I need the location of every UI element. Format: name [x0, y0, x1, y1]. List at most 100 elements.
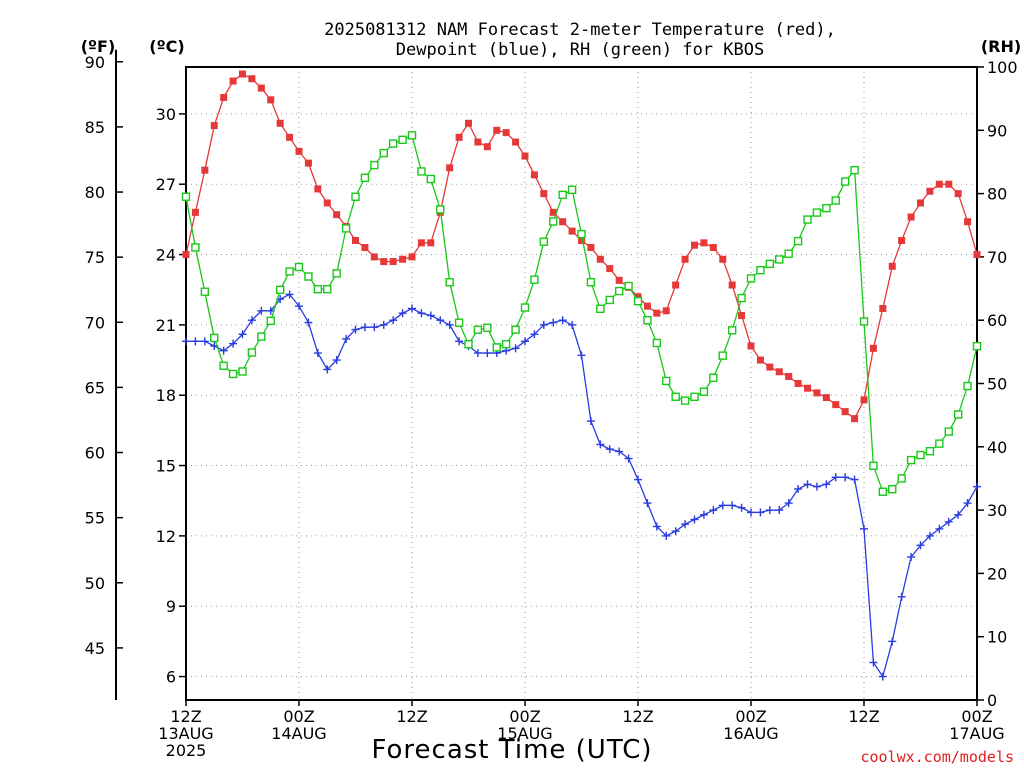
x-tick-label: 00Z — [509, 707, 540, 726]
rh-point — [793, 236, 803, 246]
fahrenheit-tick-label: 85 — [85, 118, 105, 137]
rh-point — [360, 173, 370, 182]
temperature-point — [201, 166, 209, 174]
dewpoint-point — [530, 330, 539, 339]
temperature-point — [455, 133, 463, 141]
dewpoint-point — [747, 508, 755, 517]
x-tick-label: 12Z — [396, 707, 427, 726]
rh-point — [859, 317, 869, 326]
fahrenheit-tick-label: 50 — [85, 574, 105, 593]
dewpoint-point — [436, 316, 445, 325]
rh-point — [953, 410, 963, 419]
rh-point — [436, 205, 445, 214]
dewpoint-point — [389, 316, 398, 325]
rh-point — [765, 259, 775, 269]
temperature-point — [578, 236, 585, 244]
dewpoint-point — [191, 337, 200, 346]
fahrenheit-axis-label: (ºF) — [81, 37, 116, 56]
dewpoint-point — [605, 445, 614, 454]
temperature-point — [257, 84, 265, 92]
temperature-point — [370, 253, 378, 261]
rh-point — [803, 215, 812, 224]
dewpoint-point — [907, 552, 916, 561]
rh-point — [775, 255, 784, 264]
rh-point — [888, 485, 897, 494]
dewpoint-point — [624, 454, 633, 463]
axes: 6 9 12 15 18 21 24 27 30 45 50 55 60 65 70 75 80 85 90 0 10 2… — [85, 49, 1018, 760]
grid — [186, 67, 977, 700]
fahrenheit-tick-label: 70 — [85, 313, 105, 332]
rh-point — [662, 376, 671, 386]
x-tick-label: 16AUG — [723, 724, 778, 743]
dewpoint-point — [295, 302, 303, 311]
celsius-tick-label: 21 — [156, 316, 176, 335]
rh-point — [596, 304, 605, 314]
temperature-point — [465, 119, 472, 127]
temperature-point — [691, 241, 698, 249]
dewpoint-point — [596, 440, 605, 449]
rh-point — [520, 303, 530, 312]
rh-point — [530, 275, 539, 284]
temperature-point — [888, 262, 896, 270]
rh-point — [709, 373, 718, 383]
dewpoint-point — [860, 524, 868, 533]
temperature-point — [841, 408, 849, 416]
rh-point — [614, 286, 624, 296]
temperature-point — [926, 187, 934, 195]
rh-point — [878, 487, 888, 496]
rh-point — [558, 190, 567, 200]
dewpoint-point — [643, 499, 652, 508]
temperature-point — [785, 372, 793, 380]
fahrenheit-tick-label: 80 — [85, 183, 105, 202]
dewpoint-point — [944, 517, 953, 526]
dewpoint-point — [417, 309, 426, 318]
dewpoint-point — [954, 510, 963, 519]
dewpoint-point — [652, 522, 661, 531]
temperature-point — [502, 129, 510, 137]
fahrenheit-tick-label: 60 — [85, 444, 105, 463]
rh-point — [718, 351, 727, 360]
rh-point — [586, 278, 596, 287]
dewpoint-point — [332, 356, 341, 365]
dewpoint-point — [455, 337, 464, 346]
temperature-point — [512, 138, 520, 146]
temperature-line — [185, 73, 978, 420]
rh-point — [200, 287, 210, 296]
temperature-point — [446, 164, 454, 172]
dewpoint-point — [426, 311, 435, 320]
dewpoint-point — [247, 316, 256, 325]
rh-point — [285, 267, 294, 276]
dewpoint-point — [775, 506, 784, 515]
dewpoint-point — [558, 316, 567, 325]
dewpoint-point — [257, 306, 266, 315]
rh-point — [784, 249, 793, 258]
temperature-point — [747, 342, 755, 350]
rh-point — [605, 295, 614, 305]
dewpoint-point — [831, 473, 840, 482]
title-line-1: 2025081312 NAM Forecast 2-meter Temperat… — [324, 20, 836, 40]
rh-point — [567, 185, 577, 195]
rh-point — [840, 177, 850, 186]
dewpoint-point — [615, 447, 624, 456]
plot-frame — [185, 66, 978, 701]
x-tick-label: 12Z — [170, 707, 201, 726]
temperature-point — [945, 180, 953, 188]
temperature-point — [267, 96, 275, 104]
fahrenheit-tick-label: 65 — [85, 378, 105, 397]
dewpoint-point — [304, 318, 313, 327]
temperature-point — [606, 265, 614, 273]
dewpoint-point — [671, 527, 680, 536]
celsius-tick-label: 24 — [156, 246, 176, 265]
temperature-point — [728, 281, 736, 289]
temperature-point — [427, 239, 435, 247]
temperature-point — [738, 312, 746, 320]
rh-point — [850, 165, 859, 175]
rh-point — [925, 447, 935, 456]
temperature-point — [634, 293, 642, 301]
rh-point — [897, 474, 906, 483]
series-temperature — [182, 70, 981, 423]
rh-tick-label: 40 — [987, 438, 1007, 457]
dewpoint-point — [323, 365, 332, 374]
dewpoint-point — [916, 541, 925, 550]
dewpoint-point — [483, 349, 492, 358]
